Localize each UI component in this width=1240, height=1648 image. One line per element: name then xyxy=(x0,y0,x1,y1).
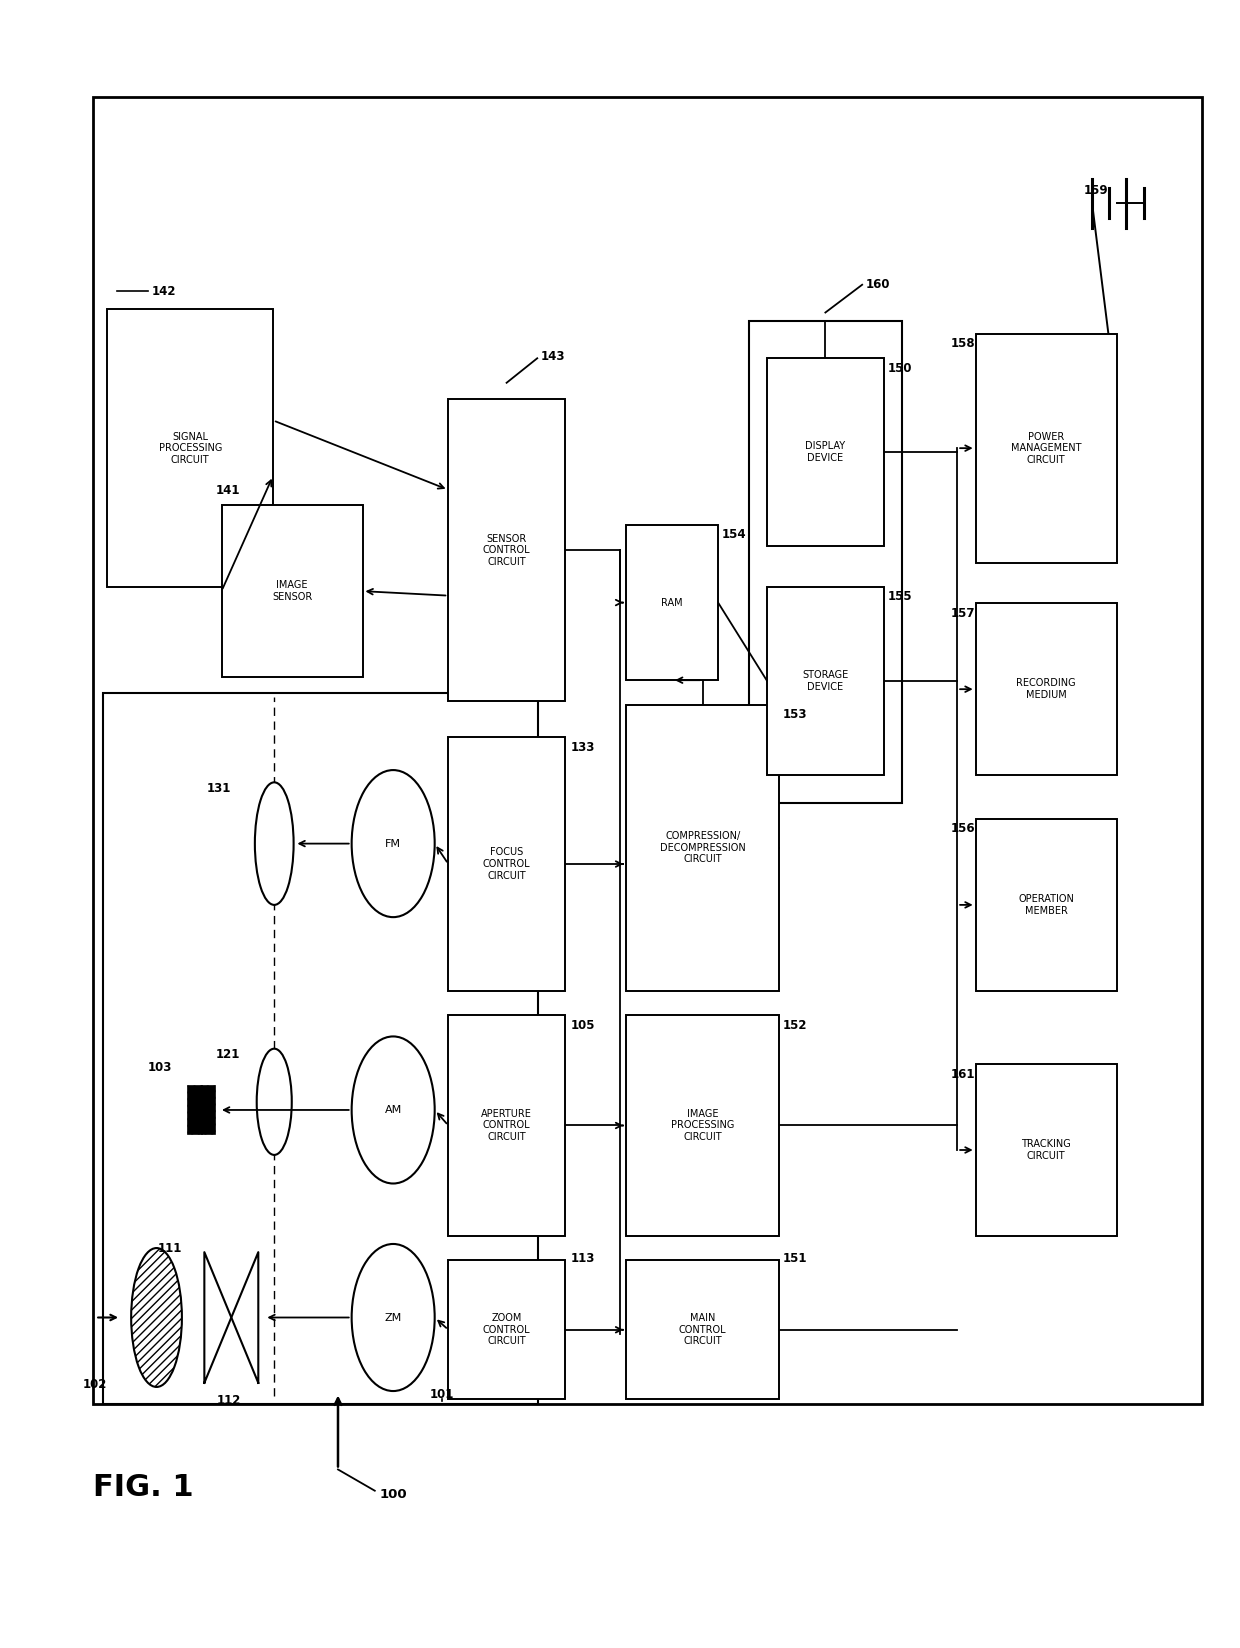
Text: 103: 103 xyxy=(148,1061,172,1074)
Text: OPERATION
MEMBER: OPERATION MEMBER xyxy=(1018,895,1074,916)
Text: 101: 101 xyxy=(430,1388,454,1401)
Text: MAIN
CONTROL
CIRCUIT: MAIN CONTROL CIRCUIT xyxy=(680,1313,727,1346)
Ellipse shape xyxy=(131,1248,182,1388)
Bar xyxy=(768,358,884,545)
Text: 102: 102 xyxy=(83,1378,108,1391)
Text: 131: 131 xyxy=(207,781,231,794)
Text: 113: 113 xyxy=(570,1252,595,1266)
Bar xyxy=(626,526,718,681)
Text: 159: 159 xyxy=(1084,183,1109,196)
Text: ZOOM
CONTROL
CIRCUIT: ZOOM CONTROL CIRCUIT xyxy=(482,1313,531,1346)
Text: 158: 158 xyxy=(951,338,976,349)
Ellipse shape xyxy=(257,1048,291,1155)
Text: 111: 111 xyxy=(157,1243,182,1256)
Text: FOCUS
CONTROL
CIRCUIT: FOCUS CONTROL CIRCUIT xyxy=(482,847,531,880)
Text: 154: 154 xyxy=(722,529,746,541)
Ellipse shape xyxy=(255,783,294,905)
Text: 153: 153 xyxy=(784,709,807,722)
Text: ZM: ZM xyxy=(384,1312,402,1322)
Text: 142: 142 xyxy=(151,285,176,298)
Bar xyxy=(749,321,901,803)
Bar xyxy=(449,1015,565,1236)
Text: AM: AM xyxy=(384,1104,402,1116)
Bar xyxy=(976,1065,1116,1236)
Text: FM: FM xyxy=(386,839,402,849)
Text: 105: 105 xyxy=(570,1018,595,1032)
Text: 143: 143 xyxy=(541,349,565,363)
Bar xyxy=(976,603,1116,775)
Text: RECORDING
MEDIUM: RECORDING MEDIUM xyxy=(1017,679,1076,700)
Text: 152: 152 xyxy=(784,1018,807,1032)
Text: FIG. 1: FIG. 1 xyxy=(93,1473,193,1503)
Text: IMAGE
PROCESSING
CIRCUIT: IMAGE PROCESSING CIRCUIT xyxy=(671,1109,734,1142)
Text: 133: 133 xyxy=(570,740,595,753)
Text: SIGNAL
PROCESSING
CIRCUIT: SIGNAL PROCESSING CIRCUIT xyxy=(159,432,222,465)
Text: 156: 156 xyxy=(951,822,976,836)
Bar xyxy=(93,97,1203,1404)
Text: 121: 121 xyxy=(216,1048,239,1061)
Text: TRACKING
CIRCUIT: TRACKING CIRCUIT xyxy=(1022,1139,1071,1160)
Ellipse shape xyxy=(352,770,435,918)
Bar xyxy=(626,1261,780,1399)
Text: IMAGE
SENSOR: IMAGE SENSOR xyxy=(272,580,312,602)
Text: 155: 155 xyxy=(888,590,911,603)
Text: 100: 100 xyxy=(379,1488,407,1501)
Text: 141: 141 xyxy=(216,485,239,498)
Text: 157: 157 xyxy=(951,606,976,620)
Text: DISPLAY
DEVICE: DISPLAY DEVICE xyxy=(805,442,846,463)
Text: 150: 150 xyxy=(888,361,911,374)
Text: APERTURE
CONTROL
CIRCUIT: APERTURE CONTROL CIRCUIT xyxy=(481,1109,532,1142)
Bar xyxy=(449,1261,565,1399)
Bar xyxy=(449,737,565,990)
Ellipse shape xyxy=(352,1244,435,1391)
Text: RAM: RAM xyxy=(661,598,683,608)
Bar xyxy=(626,705,780,990)
Text: SENSOR
CONTROL
CIRCUIT: SENSOR CONTROL CIRCUIT xyxy=(482,534,531,567)
Text: 112: 112 xyxy=(217,1394,241,1407)
Bar xyxy=(187,1086,202,1134)
Bar xyxy=(768,587,884,775)
Text: STORAGE
DEVICE: STORAGE DEVICE xyxy=(802,671,848,692)
Bar xyxy=(626,1015,780,1236)
Bar xyxy=(449,399,565,702)
Bar xyxy=(201,1086,216,1134)
Ellipse shape xyxy=(352,1037,435,1183)
Bar xyxy=(976,819,1116,990)
Bar xyxy=(108,310,273,587)
Bar xyxy=(222,506,362,677)
Text: COMPRESSION/
DECOMPRESSION
CIRCUIT: COMPRESSION/ DECOMPRESSION CIRCUIT xyxy=(660,831,745,864)
Text: POWER
MANAGEMENT
CIRCUIT: POWER MANAGEMENT CIRCUIT xyxy=(1011,432,1081,465)
Bar xyxy=(976,335,1116,562)
Bar xyxy=(103,694,538,1404)
Text: 151: 151 xyxy=(784,1252,807,1266)
Text: 161: 161 xyxy=(951,1068,976,1081)
Text: 160: 160 xyxy=(866,279,890,292)
